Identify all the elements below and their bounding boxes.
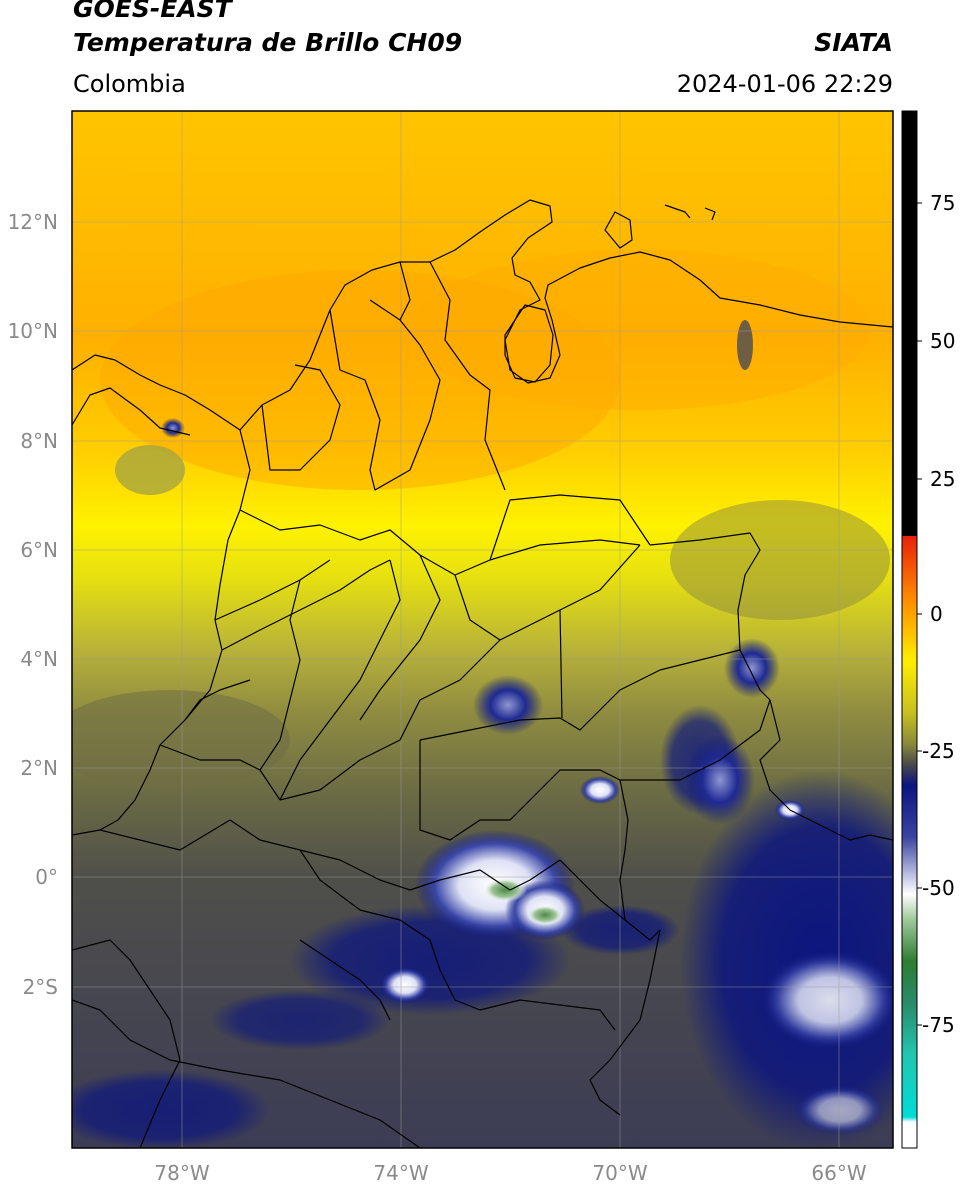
lon-axis: 78°W 74°W 70°W 66°W bbox=[154, 1161, 866, 1185]
colorbar-ramp bbox=[901, 110, 918, 1149]
colorbar: 75 50 25 0 -25 -50 -75 bbox=[901, 110, 955, 1149]
lat-tick: 2°S bbox=[23, 975, 58, 999]
map-area bbox=[72, 111, 893, 1148]
lon-tick: 66°W bbox=[811, 1161, 866, 1185]
colorbar-tick: 0 bbox=[930, 602, 943, 626]
lat-tick: 0° bbox=[35, 865, 58, 889]
colorbar-tick: 25 bbox=[930, 467, 955, 491]
lat-tick: 12°N bbox=[8, 210, 58, 234]
lon-tick: 74°W bbox=[373, 1161, 428, 1185]
lat-tick: 8°N bbox=[20, 429, 58, 453]
lat-tick: 4°N bbox=[20, 647, 58, 671]
cloud-region-southeast bbox=[680, 770, 893, 1148]
map-frame bbox=[71, 110, 894, 1149]
colorbar-tick: 75 bbox=[930, 191, 955, 215]
colorbar-tick: -50 bbox=[922, 876, 955, 900]
lat-tick: 6°N bbox=[20, 538, 58, 562]
colorbar-tick: -25 bbox=[922, 739, 955, 763]
lon-tick: 70°W bbox=[592, 1161, 647, 1185]
lat-tick: 2°N bbox=[20, 756, 58, 780]
storm-cell-north bbox=[473, 675, 543, 735]
graticule bbox=[72, 111, 893, 1148]
lon-tick: 78°W bbox=[154, 1161, 209, 1185]
datetime-label: 2024-01-06 22:29 bbox=[676, 70, 893, 98]
product-title: Temperatura de Brillo CH09 bbox=[73, 28, 463, 57]
lat-axis: 12°N 10°N 8°N 6°N 4°N 2°N 0° 2°S bbox=[8, 210, 58, 999]
satellite-title: GOES-EAST bbox=[73, 0, 232, 23]
region-label: Colombia bbox=[73, 70, 186, 98]
lat-tick: 10°N bbox=[8, 319, 58, 343]
colorbar-tick: -75 bbox=[922, 1013, 955, 1037]
colorbar-tick: 50 bbox=[930, 329, 955, 353]
coastlines-borders bbox=[72, 199, 893, 1148]
organization-label: SIATA bbox=[814, 28, 893, 57]
